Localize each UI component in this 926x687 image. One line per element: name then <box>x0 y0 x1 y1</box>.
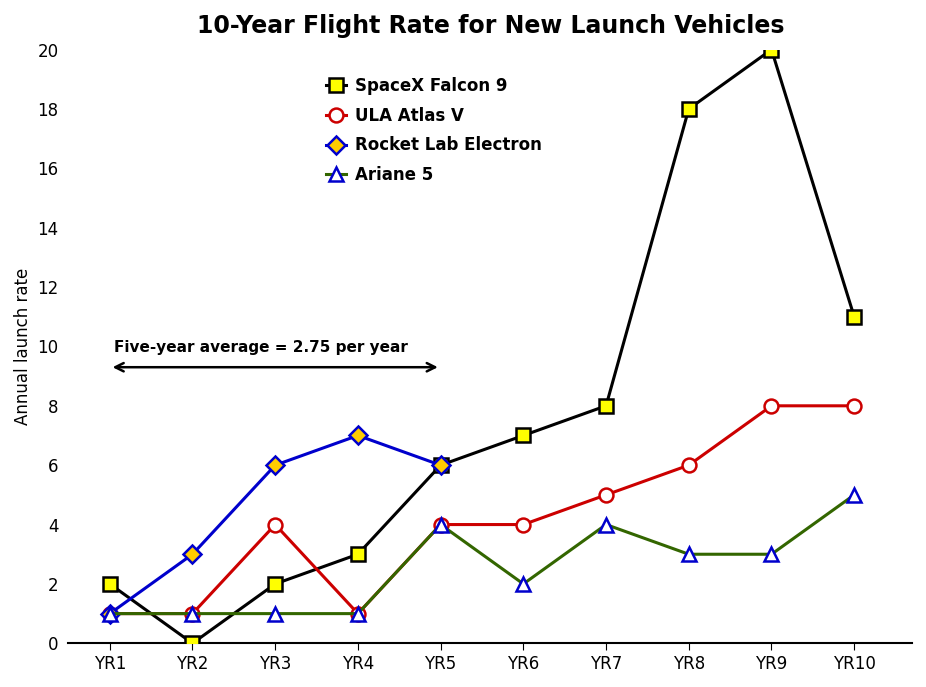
Line: ULA Atlas V: ULA Atlas V <box>103 399 861 620</box>
ULA Atlas V <box>187 609 198 618</box>
Rocket Lab Electron <box>435 461 446 469</box>
Line: Rocket Lab Electron: Rocket Lab Electron <box>104 429 447 620</box>
Rocket Lab Electron <box>105 609 116 618</box>
Ariane 5 <box>269 609 281 618</box>
ULA Atlas V <box>105 609 116 618</box>
Ariane 5 <box>848 491 859 499</box>
SpaceX Falcon 9 <box>187 639 198 647</box>
SpaceX Falcon 9 <box>683 105 694 113</box>
Ariane 5 <box>518 580 529 588</box>
SpaceX Falcon 9 <box>269 580 281 588</box>
ULA Atlas V <box>518 521 529 529</box>
Ariane 5 <box>435 521 446 529</box>
SpaceX Falcon 9 <box>353 550 364 559</box>
Ariane 5 <box>105 609 116 618</box>
Rocket Lab Electron <box>353 431 364 440</box>
Y-axis label: Annual launch rate: Annual launch rate <box>14 268 31 425</box>
ULA Atlas V <box>766 402 777 410</box>
SpaceX Falcon 9 <box>766 45 777 54</box>
ULA Atlas V <box>435 521 446 529</box>
SpaceX Falcon 9 <box>435 461 446 469</box>
ULA Atlas V <box>848 402 859 410</box>
Ariane 5 <box>600 521 611 529</box>
ULA Atlas V <box>353 609 364 618</box>
SpaceX Falcon 9 <box>600 402 611 410</box>
Ariane 5 <box>766 550 777 559</box>
Title: 10-Year Flight Rate for New Launch Vehicles: 10-Year Flight Rate for New Launch Vehic… <box>196 14 784 38</box>
SpaceX Falcon 9 <box>848 313 859 321</box>
Ariane 5 <box>187 609 198 618</box>
ULA Atlas V <box>269 521 281 529</box>
Line: SpaceX Falcon 9: SpaceX Falcon 9 <box>103 43 861 651</box>
Legend: SpaceX Falcon 9, ULA Atlas V, Rocket Lab Electron, Ariane 5: SpaceX Falcon 9, ULA Atlas V, Rocket Lab… <box>313 64 555 197</box>
Rocket Lab Electron <box>269 461 281 469</box>
SpaceX Falcon 9 <box>105 580 116 588</box>
Rocket Lab Electron <box>187 550 198 559</box>
Ariane 5 <box>353 609 364 618</box>
Ariane 5 <box>683 550 694 559</box>
ULA Atlas V <box>683 461 694 469</box>
Line: Ariane 5: Ariane 5 <box>103 488 861 620</box>
SpaceX Falcon 9 <box>518 431 529 440</box>
Text: Five-year average = 2.75 per year: Five-year average = 2.75 per year <box>114 340 407 355</box>
ULA Atlas V <box>600 491 611 499</box>
